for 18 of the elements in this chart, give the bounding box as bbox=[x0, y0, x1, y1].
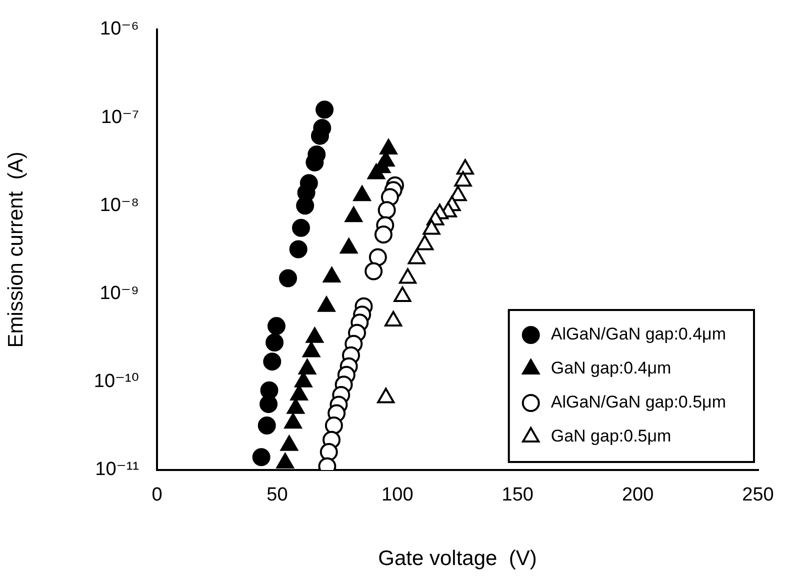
x-tick-label: 200 bbox=[622, 484, 654, 506]
y-tick-label: 10⁻¹⁰ bbox=[94, 371, 139, 392]
y-tick-label: 10⁻⁶ bbox=[100, 18, 139, 40]
y-axis-title: Emission current (A) bbox=[4, 152, 28, 348]
x-tick-label: 250 bbox=[742, 484, 774, 506]
legend-label: AlGaN/GaN gap:0.4μm bbox=[550, 324, 726, 344]
legend-label: GaN gap:0.5μm bbox=[550, 426, 672, 446]
y-tick-label: 10⁻⁷ bbox=[100, 106, 140, 128]
y-tick-label: 10⁻⁸ bbox=[100, 194, 139, 216]
x-tick-label: 0 bbox=[152, 484, 162, 506]
y-tick-label: 10⁻¹¹ bbox=[95, 459, 139, 480]
x-tick-label: 50 bbox=[266, 484, 288, 506]
legend-label: GaN gap:0.4μm bbox=[550, 358, 672, 378]
x-tick-label: 150 bbox=[502, 484, 534, 506]
x-axis-title: Gate voltage (V) bbox=[378, 547, 537, 570]
y-tick-label: 10⁻⁹ bbox=[100, 282, 139, 304]
legend-label: AlGaN/GaN gap:0.5μm bbox=[550, 392, 726, 412]
x-tick-label: 100 bbox=[382, 484, 414, 506]
